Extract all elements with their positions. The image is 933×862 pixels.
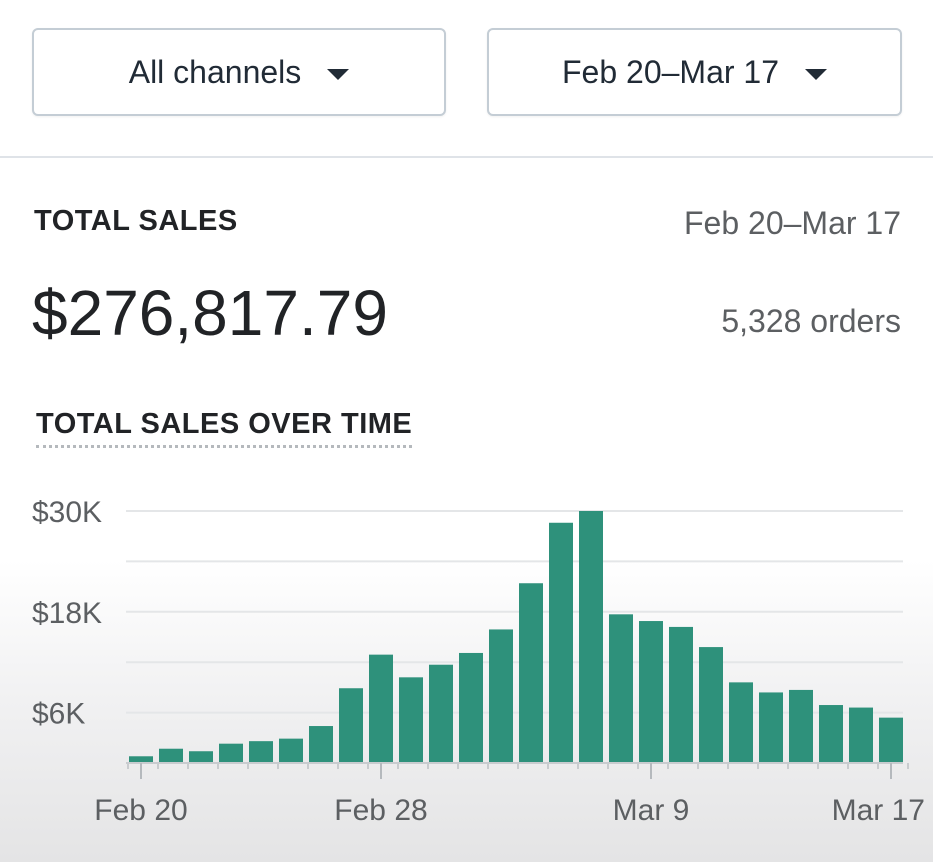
bar xyxy=(699,647,723,763)
y-tick-label: $18K xyxy=(32,597,102,630)
bar xyxy=(549,522,573,763)
bar xyxy=(159,748,183,763)
date-range-select[interactable]: Feb 20–Mar 17 xyxy=(487,28,902,116)
bar xyxy=(189,751,213,763)
bar xyxy=(129,756,153,763)
bar xyxy=(249,741,273,763)
total-sales-label: TOTAL SALES xyxy=(34,205,238,237)
y-tick-label: $30K xyxy=(32,496,102,529)
bar xyxy=(219,743,243,763)
caret-down-icon xyxy=(327,68,350,80)
bar xyxy=(759,692,783,763)
bar xyxy=(339,688,363,763)
bar xyxy=(309,726,333,763)
bar xyxy=(279,738,303,763)
bar xyxy=(789,689,813,763)
total-sales-value: $276,817.79 xyxy=(32,277,388,349)
bar xyxy=(399,677,423,763)
bar xyxy=(429,664,453,763)
x-tick-label: Mar 17 xyxy=(832,794,925,827)
date-range-select-label: Feb 20–Mar 17 xyxy=(561,53,779,90)
channel-select-label: All channels xyxy=(128,53,302,90)
chart-title[interactable]: TOTAL SALES OVER TIME xyxy=(36,408,413,448)
bar xyxy=(849,707,873,763)
bar xyxy=(459,652,483,763)
bar xyxy=(579,511,603,763)
bar xyxy=(879,717,903,763)
filter-bar: All channels Feb 20–Mar 17 xyxy=(0,0,933,158)
bar xyxy=(639,621,663,763)
orders-count: 5,328 orders xyxy=(721,303,901,339)
x-tick-label: Mar 9 xyxy=(613,794,690,827)
bar xyxy=(669,626,693,763)
bar xyxy=(519,583,543,763)
bar xyxy=(819,705,843,763)
bar xyxy=(729,682,753,763)
sales-bar-chart: $6K $18K $30K Feb 20 Feb 28 Mar 9 Mar 17 xyxy=(32,496,925,827)
summary-date-range: Feb 20–Mar 17 xyxy=(683,205,901,241)
y-tick-label: $6K xyxy=(32,698,85,731)
x-tick-label: Feb 28 xyxy=(334,794,427,827)
bar xyxy=(369,654,393,763)
caret-down-icon xyxy=(805,68,827,80)
bar xyxy=(609,614,633,763)
x-tick-label: Feb 20 xyxy=(94,794,187,827)
channel-select[interactable]: All channels xyxy=(32,28,446,116)
bar xyxy=(489,629,513,763)
